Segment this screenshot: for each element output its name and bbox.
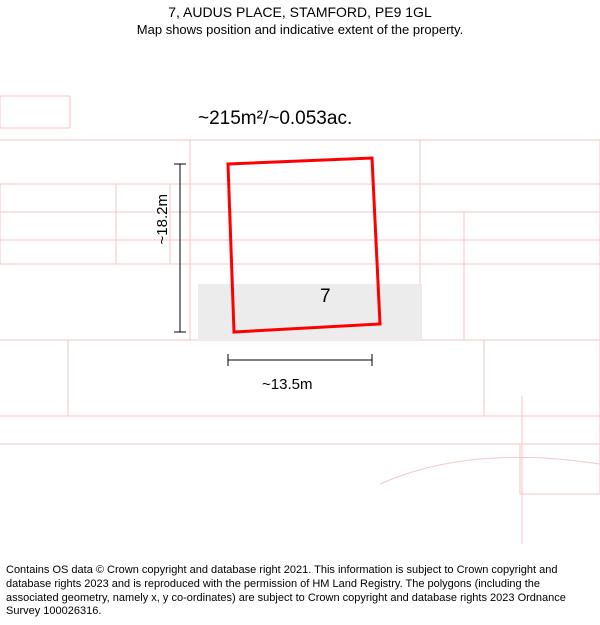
copyright-footer: Contains OS data © Crown copyright and d…: [6, 564, 594, 625]
plot-number-label: 7: [320, 286, 331, 308]
width-dimension-label: ~13.5m: [262, 376, 312, 393]
page-title: 7, AUDUS PLACE, STAMFORD, PE9 1GL: [0, 4, 600, 20]
page-subtitle: Map shows position and indicative extent…: [0, 22, 600, 37]
height-dimension-label: ~18.2m: [154, 194, 171, 244]
area-label: ~215m²/~0.053ac.: [198, 108, 352, 130]
header: 7, AUDUS PLACE, STAMFORD, PE9 1GL Map sh…: [0, 4, 600, 37]
map-canvas: ~215m²/~0.053ac. ~18.2m ~13.5m 7: [0, 44, 600, 544]
